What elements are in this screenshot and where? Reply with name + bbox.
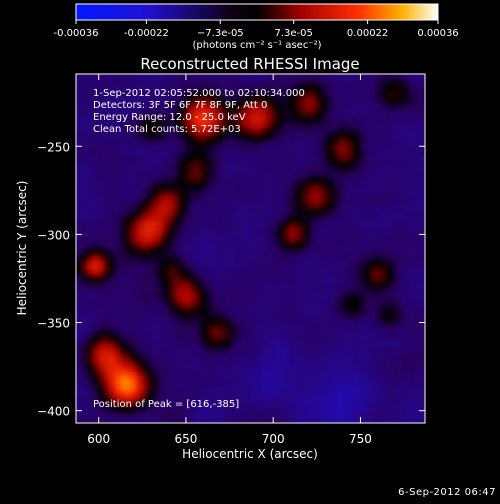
colorbar-ticks: -0.00036 -0.00022 −7.3e-05 7.3e-05 0.00022 0.… xyxy=(54,20,459,39)
x-tick-label: 600 xyxy=(87,432,110,446)
x-axis-label: Heliocentric X (arcsec) xyxy=(182,447,318,461)
annotation-block: 1-Sep-2012 02:05:52.000 to 02:10:34.000D… xyxy=(93,88,305,135)
plot-area: 1-Sep-2012 02:05:52.000 to 02:10:34.000D… xyxy=(37,73,426,446)
annotation-line: 1-Sep-2012 02:05:52.000 to 02:10:34.000 xyxy=(93,88,305,99)
annotation-line: Detectors: 3F 5F 6F 7F 8F 9F, Att 0 xyxy=(93,100,267,111)
peak-position-label: Position of Peak = [616,-385] xyxy=(93,399,239,410)
colorbar-unit-label: (photons cm⁻² s⁻¹ asec⁻²) xyxy=(192,40,321,51)
colorbar-gradient xyxy=(75,3,439,21)
footer-date: 6-Sep-2012 06:47 xyxy=(398,487,496,498)
x-tick-label: 650 xyxy=(174,432,197,446)
x-axis: 600 650 700 750 xyxy=(87,74,372,446)
colorbar-tick-label: 0.00036 xyxy=(417,28,458,39)
chart-title: Reconstructed RHESSI Image xyxy=(140,55,359,73)
y-axis: −250 −300 −350 −400 xyxy=(37,140,425,419)
colorbar-tick-label: 0.00022 xyxy=(347,28,388,39)
colorbar-tick-label: −7.3e-05 xyxy=(197,28,244,39)
plot-frame xyxy=(75,73,426,424)
annotation-line: Clean Total counts: 5.72E+03 xyxy=(93,124,241,135)
x-tick-label: 700 xyxy=(262,432,285,446)
y-axis-label: Heliocentric Y (arcsec) xyxy=(15,181,29,316)
colorbar-tick-label: -0.00022 xyxy=(124,28,169,39)
y-tick-label: −300 xyxy=(37,228,70,242)
colorbar-tick-label: 7.3e-05 xyxy=(275,28,313,39)
colorbar-tick-label: -0.00036 xyxy=(54,28,99,39)
y-tick-label: −400 xyxy=(37,405,70,419)
y-tick-label: −350 xyxy=(37,317,70,331)
y-tick-label: −250 xyxy=(37,140,70,154)
x-tick-label: 750 xyxy=(349,432,372,446)
annotation-line: Energy Range: 12.0 - 25.0 keV xyxy=(93,112,246,123)
colorbar: -0.00036 -0.00022 −7.3e-05 7.3e-05 0.00022 0.… xyxy=(54,3,459,51)
heatmap-image xyxy=(76,74,425,423)
